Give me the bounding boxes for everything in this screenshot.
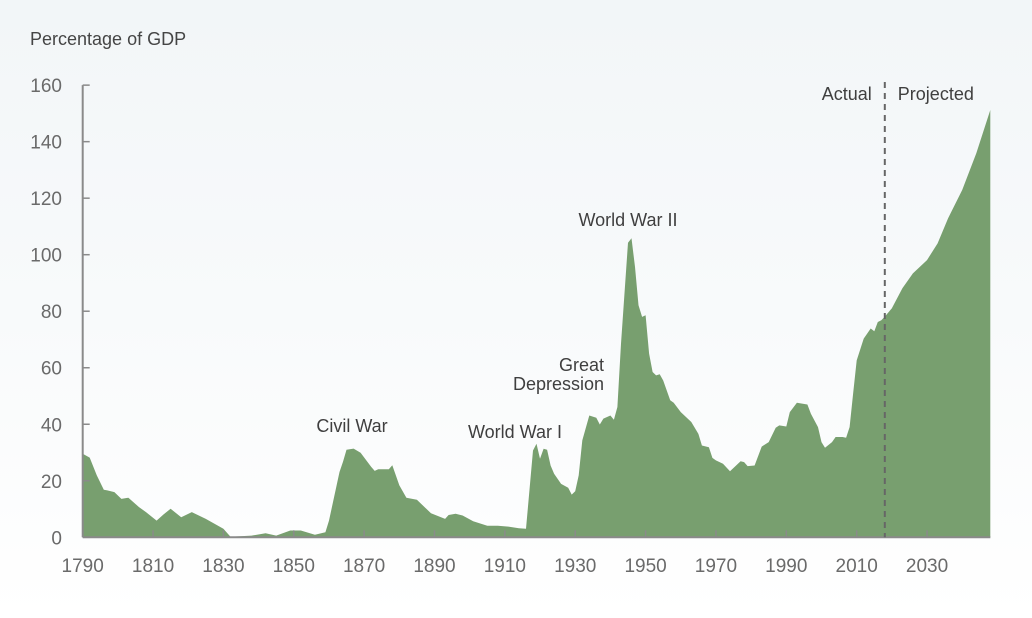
y-tick-label: 100 xyxy=(30,246,62,267)
y-tick-label: 40 xyxy=(41,415,62,436)
y-axis-title: Percentage of GDP xyxy=(30,29,186,49)
debt-area xyxy=(82,110,991,538)
y-tick-label: 20 xyxy=(41,472,62,493)
y-tick-label: 0 xyxy=(51,528,62,549)
y-tick-label: 60 xyxy=(41,359,62,380)
x-tick-label: 1810 xyxy=(132,556,174,577)
area-layer xyxy=(82,110,991,538)
x-tick-label: 1870 xyxy=(343,556,385,577)
annotation-label: Great xyxy=(559,355,604,375)
annotation-label: Depression xyxy=(513,374,604,394)
annotation-label: World War I xyxy=(468,422,562,442)
y-tick-label: 120 xyxy=(30,189,62,210)
x-tick-label: 1990 xyxy=(765,556,807,577)
x-tick-label: 1910 xyxy=(484,556,526,577)
x-tick-label: 1930 xyxy=(554,556,596,577)
projected-label: Projected xyxy=(898,84,974,104)
x-tick-label: 1850 xyxy=(273,556,315,577)
y-tick-label: 80 xyxy=(41,302,62,323)
annotation-label: World War II xyxy=(578,210,677,230)
x-tick-label: 1890 xyxy=(413,556,455,577)
actual-label: Actual xyxy=(822,84,872,104)
x-tick-label: 1830 xyxy=(202,556,244,577)
x-tick-label: 1790 xyxy=(62,556,104,577)
axes: 0 20 40 60 80 100 120 140 160 1790 1810 1830 1850 187… xyxy=(30,76,991,577)
annotation-label: Civil War xyxy=(316,416,387,436)
x-tick-label: 2010 xyxy=(836,556,878,577)
y-tick-label: 140 xyxy=(30,133,62,154)
x-tick-label: 1970 xyxy=(695,556,737,577)
x-tick-label: 1950 xyxy=(624,556,666,577)
annotations: Actual Projected Civil War World War I Great… xyxy=(316,82,974,538)
y-tick-label: 160 xyxy=(30,76,62,97)
x-tick-label: 2030 xyxy=(906,556,948,577)
